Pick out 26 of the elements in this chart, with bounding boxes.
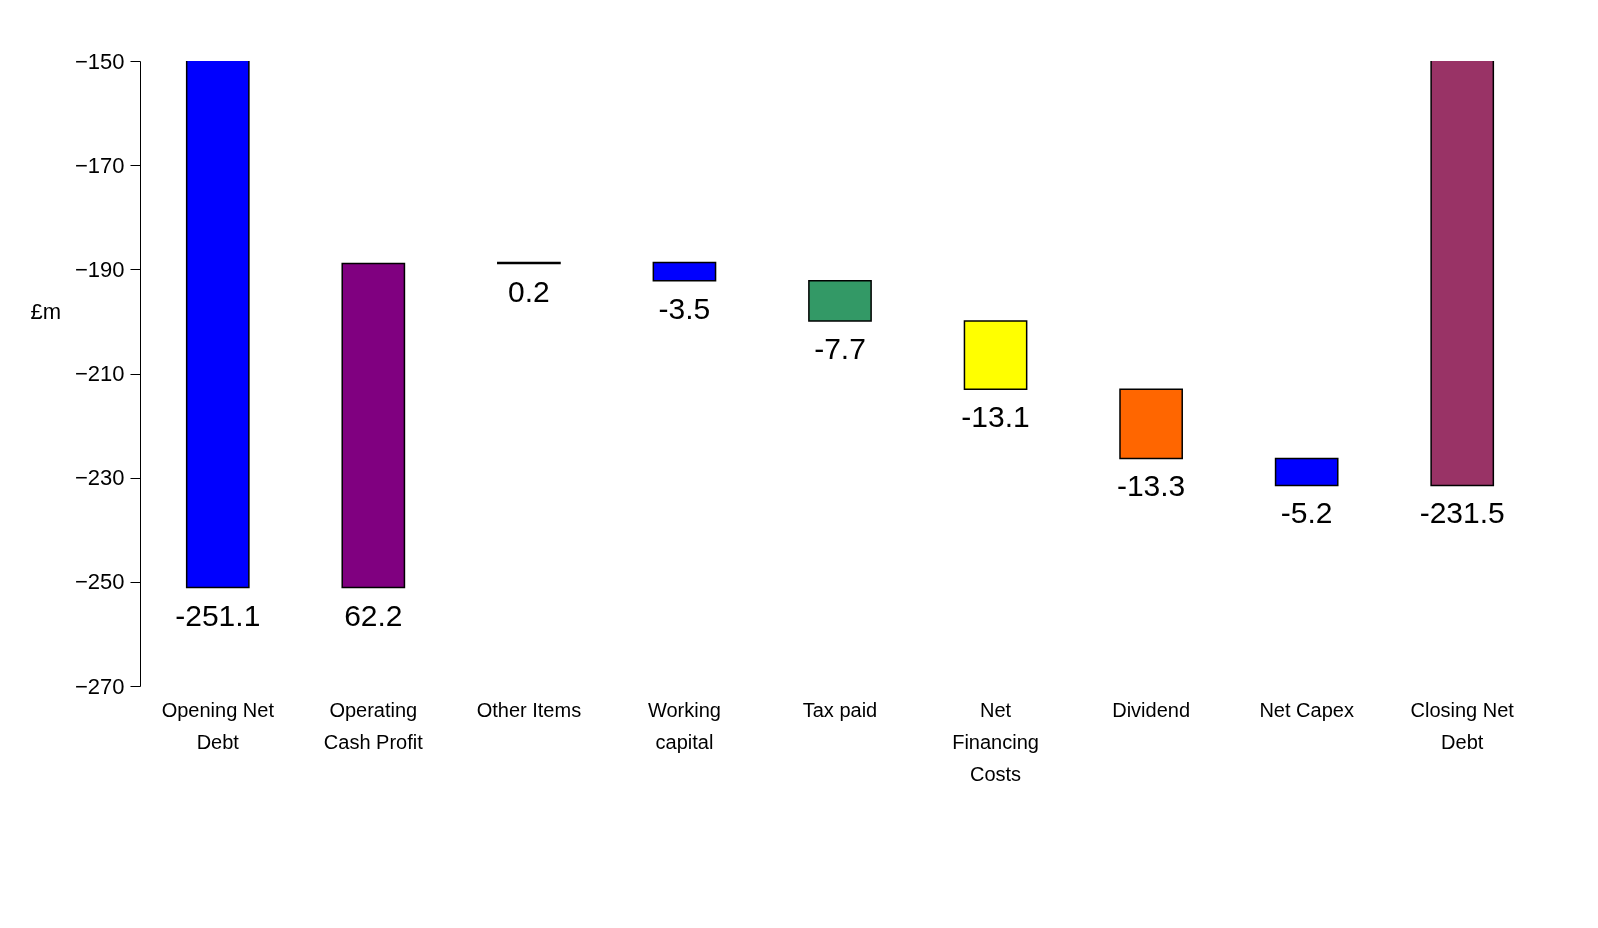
data-label: -13.1 bbox=[961, 400, 1030, 434]
x-tick-label: Other Items bbox=[476, 698, 582, 721]
data-label: -13.3 bbox=[1116, 469, 1186, 503]
x-tick-label: Tax paid bbox=[802, 698, 878, 721]
data-label: -231.5 bbox=[1419, 496, 1505, 530]
y-tick-label: −190 bbox=[74, 256, 125, 282]
data-label: -7.7 bbox=[814, 331, 866, 365]
x-tick-label: Net Capex bbox=[1259, 698, 1354, 721]
data-label: 62.2 bbox=[344, 598, 403, 632]
x-tick-label: Net Financing Costs bbox=[952, 698, 1039, 785]
x-tick-label: Closing Net Debt bbox=[1410, 698, 1515, 753]
x-tick-label: Working capital bbox=[647, 698, 721, 753]
data-label: -251.1 bbox=[175, 598, 261, 632]
y-tick-label: −270 bbox=[74, 673, 125, 699]
x-tick-label: Operating Cash Profit bbox=[323, 698, 424, 753]
y-tick-label: −250 bbox=[74, 569, 125, 595]
y-tick-label: −210 bbox=[74, 361, 125, 386]
data-label: -3.5 bbox=[658, 291, 711, 325]
y-tick-label: −230 bbox=[74, 465, 125, 491]
x-tick-label: Opening Net Debt bbox=[161, 698, 275, 753]
y-axis-title: £m bbox=[30, 299, 62, 324]
data-label: -5.2 bbox=[1280, 496, 1333, 530]
y-tick-label: −150 bbox=[74, 48, 125, 74]
x-tick-label: Dividend bbox=[1112, 698, 1191, 721]
data-label: 0.2 bbox=[508, 274, 550, 308]
y-tick-label: −170 bbox=[74, 152, 125, 178]
